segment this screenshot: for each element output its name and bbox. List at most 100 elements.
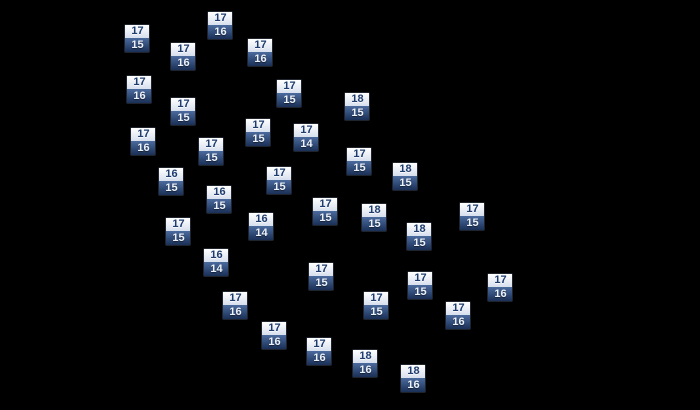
high-temp-value: 16 (249, 213, 273, 226)
low-temp-value: 15 (460, 216, 484, 230)
low-temp-value: 16 (223, 305, 247, 319)
low-temp-value: 15 (277, 93, 301, 107)
low-temp-value: 16 (446, 315, 470, 329)
low-temp-value: 15 (345, 106, 369, 120)
temp-badge: 17 15 (277, 80, 301, 107)
high-temp-value: 17 (171, 43, 195, 56)
temp-badge: 17 16 (127, 76, 151, 103)
temp-badge: 16 15 (159, 168, 183, 195)
high-temp-value: 17 (267, 167, 291, 180)
low-temp-value: 15 (166, 231, 190, 245)
temp-badge: 17 15 (166, 218, 190, 245)
high-temp-value: 18 (407, 223, 431, 236)
low-temp-value: 15 (313, 211, 337, 225)
low-temp-value: 15 (267, 180, 291, 194)
low-temp-value: 16 (131, 141, 155, 155)
high-temp-value: 17 (364, 292, 388, 305)
high-temp-value: 16 (204, 249, 228, 262)
high-temp-value: 17 (208, 12, 232, 25)
temp-badge: 17 16 (248, 39, 272, 66)
high-temp-value: 17 (166, 218, 190, 231)
low-temp-value: 14 (249, 226, 273, 240)
low-temp-value: 16 (248, 52, 272, 66)
low-temp-value: 16 (307, 351, 331, 365)
temp-badge: 17 15 (364, 292, 388, 319)
low-temp-value: 14 (204, 262, 228, 276)
temp-badge: 17 15 (408, 272, 432, 299)
high-temp-value: 17 (446, 302, 470, 315)
temp-badge: 18 16 (401, 365, 425, 392)
high-temp-value: 17 (313, 198, 337, 211)
high-temp-value: 17 (246, 119, 270, 132)
high-temp-value: 17 (262, 322, 286, 335)
high-temp-value: 17 (171, 98, 195, 111)
low-temp-value: 16 (401, 378, 425, 392)
temp-badge: 16 14 (249, 213, 273, 240)
temp-badge: 17 16 (223, 292, 247, 319)
low-temp-value: 15 (309, 276, 333, 290)
high-temp-value: 17 (408, 272, 432, 285)
high-temp-value: 17 (277, 80, 301, 93)
low-temp-value: 16 (353, 363, 377, 377)
temp-badge: 17 16 (131, 128, 155, 155)
low-temp-value: 16 (262, 335, 286, 349)
low-temp-value: 15 (125, 38, 149, 52)
low-temp-value: 15 (246, 132, 270, 146)
temp-badge: 17 15 (125, 25, 149, 52)
temp-badge: 17 15 (347, 148, 371, 175)
low-temp-value: 15 (347, 161, 371, 175)
temp-badge: 18 15 (345, 93, 369, 120)
high-temp-value: 17 (309, 263, 333, 276)
low-temp-value: 16 (171, 56, 195, 70)
temp-badge: 17 15 (313, 198, 337, 225)
low-temp-value: 15 (364, 305, 388, 319)
low-temp-value: 16 (208, 25, 232, 39)
low-temp-value: 15 (171, 111, 195, 125)
low-temp-value: 15 (393, 176, 417, 190)
temp-badge: 18 15 (407, 223, 431, 250)
temp-badge: 17 15 (267, 167, 291, 194)
low-temp-value: 15 (199, 151, 223, 165)
high-temp-value: 17 (347, 148, 371, 161)
temp-badge: 18 15 (393, 163, 417, 190)
high-temp-value: 16 (159, 168, 183, 181)
temp-badge: 17 16 (446, 302, 470, 329)
temp-badge: 17 16 (307, 338, 331, 365)
temp-badge: 17 16 (488, 274, 512, 301)
low-temp-value: 16 (127, 89, 151, 103)
high-temp-value: 18 (401, 365, 425, 378)
temp-badge: 17 15 (171, 98, 195, 125)
high-temp-value: 17 (131, 128, 155, 141)
low-temp-value: 15 (362, 217, 386, 231)
temp-badge: 16 15 (207, 186, 231, 213)
high-temp-value: 17 (488, 274, 512, 287)
high-temp-value: 17 (223, 292, 247, 305)
low-temp-value: 14 (294, 137, 318, 151)
low-temp-value: 15 (159, 181, 183, 195)
low-temp-value: 15 (407, 236, 431, 250)
temp-badge: 17 16 (208, 12, 232, 39)
temp-badge: 17 14 (294, 124, 318, 151)
high-temp-value: 18 (362, 204, 386, 217)
high-temp-value: 18 (353, 350, 377, 363)
temp-badge: 17 15 (309, 263, 333, 290)
temp-badge: 17 16 (171, 43, 195, 70)
temp-badge: 17 15 (199, 138, 223, 165)
high-temp-value: 17 (199, 138, 223, 151)
temp-badge: 18 16 (353, 350, 377, 377)
temp-badge: 17 15 (246, 119, 270, 146)
high-temp-value: 17 (294, 124, 318, 137)
high-temp-value: 18 (345, 93, 369, 106)
temp-badge: 18 15 (362, 204, 386, 231)
high-temp-value: 17 (460, 203, 484, 216)
low-temp-value: 16 (488, 287, 512, 301)
high-temp-value: 17 (248, 39, 272, 52)
low-temp-value: 15 (408, 285, 432, 299)
high-temp-value: 17 (125, 25, 149, 38)
temp-badge: 17 15 (460, 203, 484, 230)
high-temp-value: 17 (307, 338, 331, 351)
low-temp-value: 15 (207, 199, 231, 213)
temp-badge: 17 16 (262, 322, 286, 349)
temp-badge: 16 14 (204, 249, 228, 276)
